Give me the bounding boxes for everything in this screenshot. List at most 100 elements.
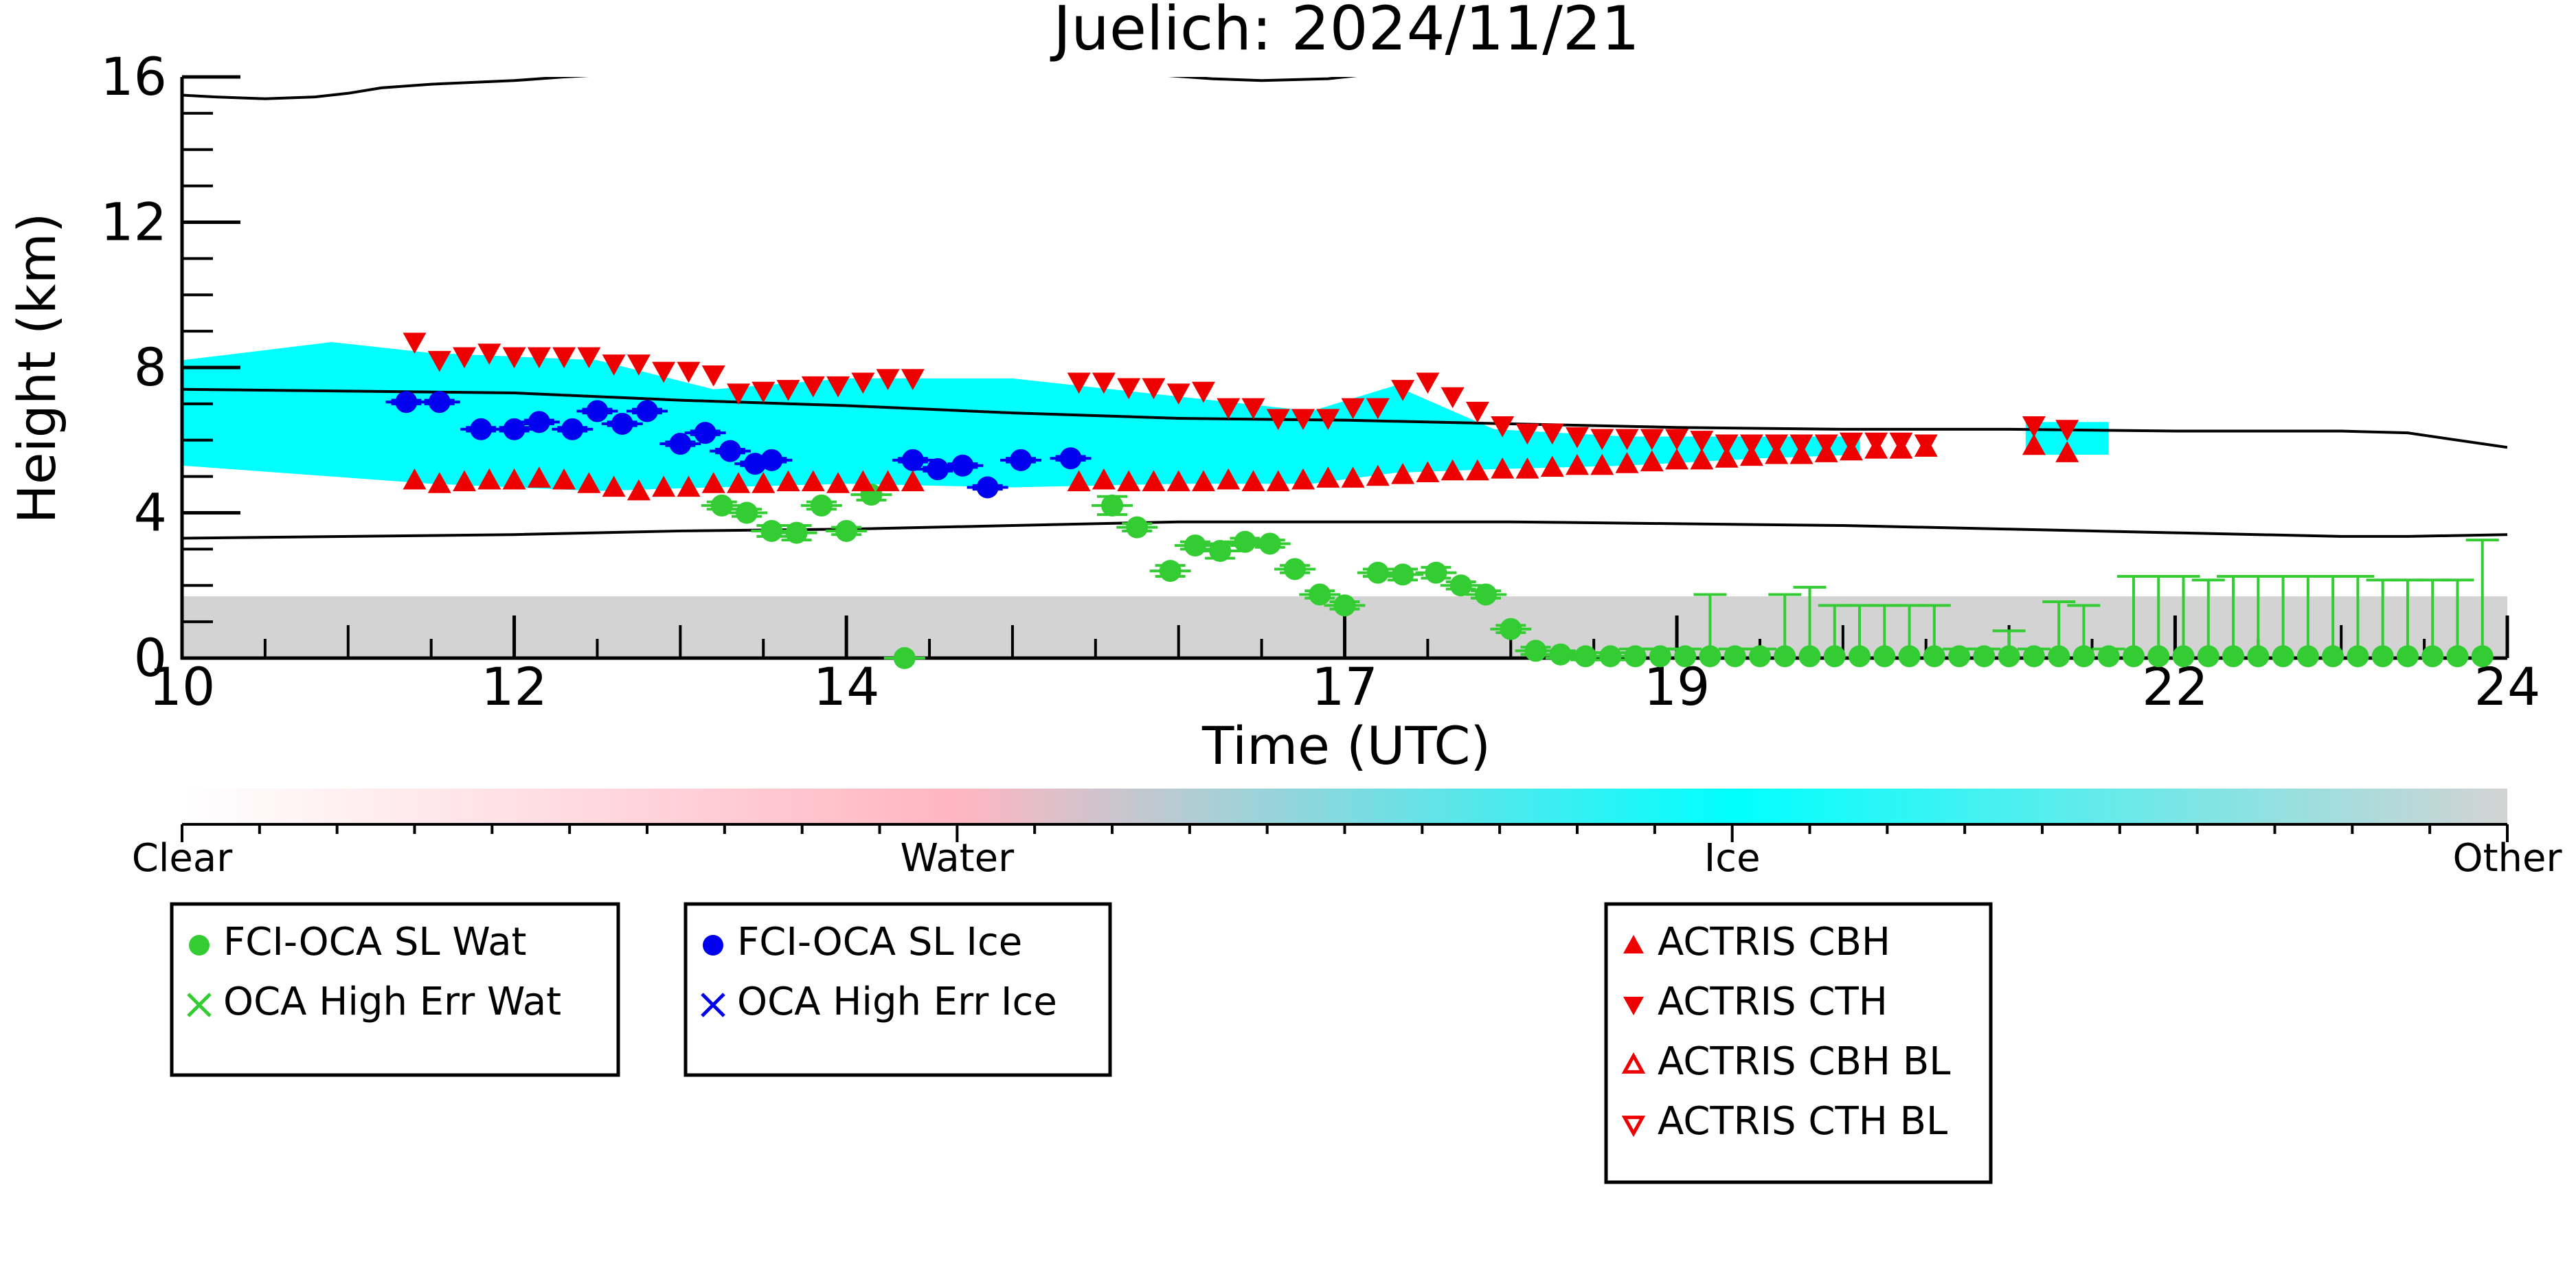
- data-point: [2122, 645, 2145, 668]
- y-tick-label: 12: [100, 192, 167, 253]
- data-point: [851, 470, 875, 492]
- data-point: [1217, 398, 1241, 420]
- legend-box-2: FCI-OCA SL Ice OCA High Err Ice: [683, 902, 1112, 1077]
- data-point: [1366, 464, 1390, 486]
- data-point: [2347, 645, 2369, 668]
- legend-marker-x: [701, 993, 725, 1017]
- data-point: [2172, 645, 2195, 668]
- data-point: [1316, 466, 1340, 488]
- data-point: [1142, 378, 1166, 400]
- colorbar-label: Clear: [132, 836, 233, 881]
- data-point: [403, 468, 427, 490]
- series-triangle-down: [403, 332, 2079, 456]
- data-point: [1615, 452, 1639, 473]
- data-point: [602, 354, 626, 376]
- data-point: [1715, 447, 1739, 468]
- data-point: [1117, 378, 1141, 400]
- legend-label: ACTRIS CTH BL: [1658, 1099, 1947, 1144]
- data-point: [453, 470, 477, 492]
- data-point: [636, 400, 658, 422]
- data-point: [1266, 409, 1290, 431]
- data-point: [1898, 645, 1921, 668]
- data-point: [1449, 574, 1472, 597]
- data-point: [876, 470, 900, 492]
- data-point: [2055, 441, 2079, 462]
- data-point: [428, 391, 451, 414]
- data-point: [1341, 466, 1365, 488]
- data-point: [2272, 645, 2294, 668]
- data-point: [1566, 427, 1589, 449]
- data-point: [1839, 432, 1863, 454]
- data-point: [577, 472, 601, 493]
- data-point: [752, 381, 776, 403]
- colorbar-ticks: Clear Water Ice Other: [132, 823, 2562, 881]
- data-point: [677, 361, 701, 383]
- data-point: [826, 376, 850, 398]
- data-point: [1873, 645, 1896, 668]
- data-point: [1101, 494, 1123, 517]
- legend-box-3: ACTRIS CBH ACTRIS CTH ACTRIS CBH BL ACTRIS …: [1604, 902, 1993, 1184]
- data-point: [1309, 583, 1331, 606]
- data-point: [1690, 431, 1714, 452]
- data-point: [719, 440, 741, 462]
- data-point: [502, 347, 526, 369]
- data-point: [1266, 470, 1290, 492]
- data-point: [1665, 448, 1689, 470]
- data-point: [1540, 423, 1564, 445]
- legend-box-1: FCI-OCA SL Wat OCA High Err Wat: [170, 902, 620, 1077]
- x-tick-label: 19: [1644, 656, 1710, 717]
- data-point: [851, 372, 875, 394]
- data-point: [1739, 434, 1763, 456]
- data-point: [669, 433, 692, 455]
- data-point: [726, 383, 750, 405]
- data-point: [2147, 645, 2170, 668]
- data-point: [1166, 383, 1190, 405]
- x-tick-label: 17: [1311, 656, 1378, 717]
- data-point: [1789, 434, 1814, 456]
- data-point: [801, 376, 825, 398]
- data-point: [2022, 416, 2046, 438]
- data-point: [1391, 462, 1415, 484]
- legend-label: ACTRIS CBH BL: [1658, 1039, 1950, 1084]
- data-point: [1391, 380, 1415, 401]
- colorbar-label: Ice: [1704, 836, 1761, 881]
- legend-marker-triangle-down: [1623, 997, 1644, 1015]
- data-point: [1515, 423, 1539, 445]
- data-point: [1665, 429, 1689, 451]
- data-point: [1191, 381, 1215, 403]
- y-tick-label: 16: [100, 46, 167, 107]
- data-point: [1392, 563, 1414, 586]
- data-point: [1416, 461, 1440, 482]
- data-point: [427, 350, 451, 372]
- data-point: [752, 472, 776, 493]
- data-point: [477, 343, 501, 365]
- data-point: [1590, 429, 1614, 451]
- reference-line: [182, 520, 2507, 540]
- data-point: [1798, 645, 1821, 668]
- data-point: [1209, 540, 1232, 563]
- data-point: [835, 519, 858, 542]
- data-point: [736, 501, 758, 524]
- data-point: [801, 470, 825, 492]
- data-point: [1465, 401, 1489, 423]
- reference-line: [1168, 77, 1357, 82]
- data-point: [776, 470, 800, 492]
- data-point: [1316, 409, 1340, 431]
- data-point: [1948, 645, 1971, 668]
- data-point: [1864, 432, 1888, 454]
- data-point: [1640, 450, 1664, 472]
- data-point: [2048, 645, 2070, 668]
- data-point: [1092, 372, 1116, 394]
- data-point: [1724, 645, 1746, 668]
- legend-marker-triangle-up-open: [1621, 1052, 1646, 1074]
- data-marks: [385, 332, 2499, 669]
- y-axis-label: Height (km): [6, 213, 67, 524]
- data-point: [652, 361, 676, 383]
- data-point: [1142, 470, 1166, 492]
- data-point: [1624, 645, 1647, 668]
- data-point: [1291, 468, 1315, 490]
- data-point: [427, 472, 451, 493]
